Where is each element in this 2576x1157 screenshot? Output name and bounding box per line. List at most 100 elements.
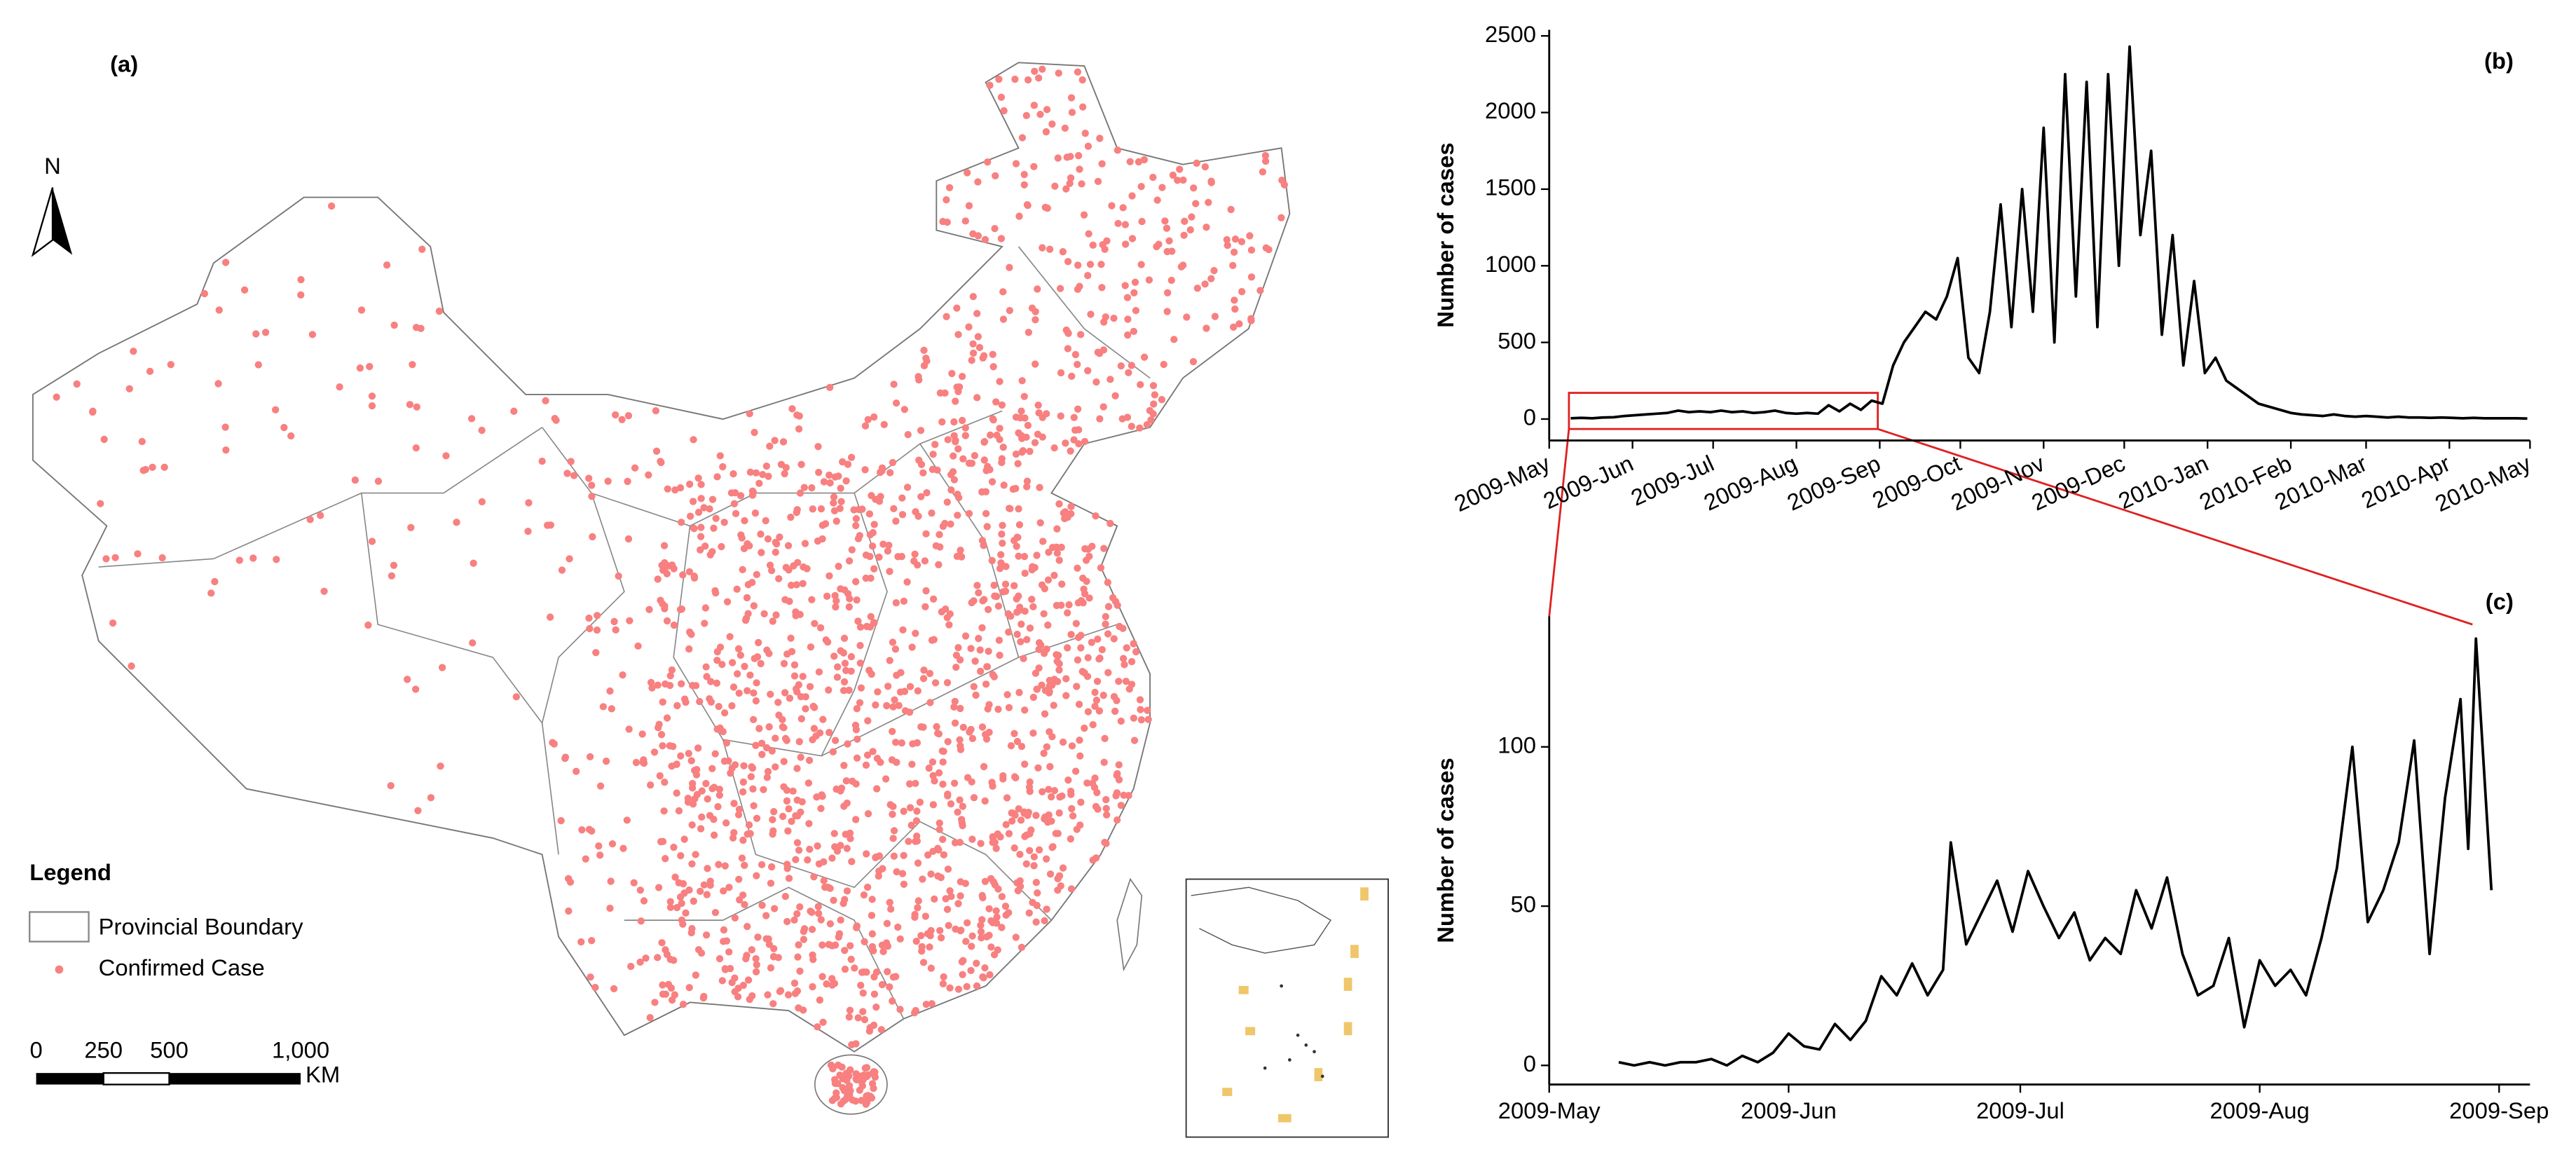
case-dot <box>922 603 929 610</box>
case-dot <box>1117 362 1125 370</box>
case-dot <box>977 840 985 847</box>
case-dot <box>1137 182 1145 191</box>
case-dot <box>766 442 774 450</box>
case-dot <box>1168 247 1176 255</box>
case-dot <box>1018 407 1025 415</box>
case-dot <box>753 679 760 687</box>
case-dot <box>1078 180 1085 188</box>
case-dot <box>1085 230 1092 238</box>
case-dot <box>793 839 802 847</box>
case-dot <box>1121 221 1130 228</box>
case-dot <box>863 622 871 631</box>
case-dot <box>758 751 766 758</box>
case-dot <box>841 659 849 667</box>
case-dot <box>1186 226 1194 234</box>
case-dot <box>904 430 912 439</box>
case-dot <box>847 955 855 964</box>
case-dot <box>1207 275 1215 282</box>
case-dot <box>973 959 980 967</box>
case-dot <box>1059 738 1067 746</box>
case-dot <box>1102 612 1109 621</box>
case-dot <box>1201 163 1210 171</box>
case-dot <box>963 983 971 991</box>
case-dot <box>764 991 772 999</box>
case-dot <box>1032 316 1039 324</box>
case-dot <box>1016 882 1025 890</box>
case-dot <box>662 990 670 998</box>
case-dot <box>632 758 640 767</box>
case-dot <box>859 989 867 997</box>
case-dot <box>1131 278 1139 286</box>
case-dot <box>1065 601 1073 609</box>
case-dot <box>781 470 788 478</box>
case-dot <box>1027 826 1035 834</box>
case-dot <box>409 361 416 369</box>
case-dot <box>912 508 919 516</box>
case-dot <box>873 755 882 762</box>
case-dot <box>692 682 700 690</box>
case-dot <box>690 525 698 533</box>
case-dot <box>885 541 893 549</box>
case-dot <box>814 1023 821 1031</box>
case-dot <box>923 357 931 365</box>
case-dot <box>708 495 717 503</box>
case-dot <box>524 528 532 535</box>
case-dot <box>973 582 981 589</box>
case-dot <box>1084 708 1092 716</box>
case-dot <box>847 667 855 675</box>
case-dot <box>652 447 661 455</box>
case-dot <box>1223 235 1231 244</box>
case-dot <box>833 847 842 855</box>
x-tick-label: 2009-Jun <box>1741 1097 1837 1123</box>
case-dot <box>726 633 734 641</box>
case-dot <box>1086 261 1095 268</box>
case-dot <box>817 505 825 513</box>
case-dot <box>808 926 816 933</box>
case-dot <box>845 686 853 694</box>
case-dot <box>738 534 746 542</box>
case-dot <box>1062 675 1070 683</box>
case-dot <box>1022 831 1030 839</box>
case-dot <box>793 411 801 419</box>
case-dot <box>582 855 589 863</box>
case-dot <box>891 696 898 704</box>
case-dot <box>1074 261 1082 269</box>
case-dot <box>97 500 104 507</box>
case-dot <box>908 760 916 768</box>
case-dot <box>538 457 546 465</box>
case-dot <box>1183 313 1191 321</box>
case-dot <box>840 678 849 686</box>
case-dot <box>754 933 762 941</box>
case-dot <box>659 742 666 750</box>
case-dot <box>806 845 814 854</box>
case-dot <box>1042 855 1050 863</box>
case-dot <box>688 821 696 829</box>
case-dot <box>860 891 868 899</box>
case-dot <box>852 1075 860 1083</box>
case-dot <box>469 639 477 647</box>
case-dot <box>797 753 804 761</box>
case-dot <box>925 764 933 772</box>
case-dot <box>1046 245 1054 253</box>
case-dot <box>1137 706 1144 713</box>
case-dot <box>1035 846 1043 854</box>
case-dot <box>1119 655 1128 662</box>
case-dot <box>744 922 751 931</box>
case-dot <box>765 650 773 657</box>
case-dot <box>610 617 618 626</box>
case-dot <box>958 553 966 561</box>
case-dot <box>973 982 981 990</box>
case-dot <box>793 688 801 696</box>
case-dot <box>1085 594 1093 602</box>
case-dot <box>710 816 718 823</box>
case-dot <box>868 896 876 903</box>
case-dot <box>684 795 692 802</box>
case-dot <box>1050 701 1057 709</box>
case-dot <box>739 981 747 990</box>
case-dot <box>843 887 851 895</box>
case-dot <box>719 727 727 736</box>
case-dot <box>983 663 992 671</box>
case-dot <box>661 779 669 786</box>
case-dot <box>898 739 905 747</box>
case-dot <box>982 509 990 518</box>
